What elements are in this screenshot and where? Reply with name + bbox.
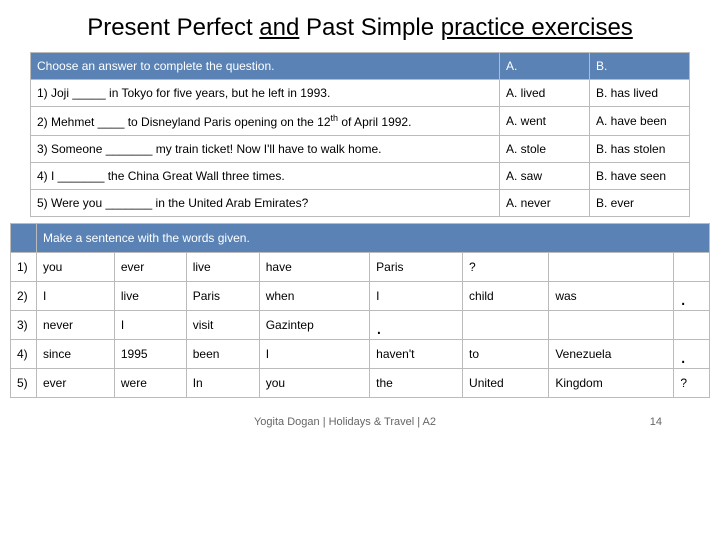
t2-c: 3) (11, 311, 37, 340)
t1-q: 4) I _______ the China Great Wall three … (31, 163, 500, 190)
t2-c (549, 311, 674, 340)
t2-c: was (549, 282, 674, 311)
table-row: 3) Someone _______ my train ticket! Now … (31, 136, 690, 163)
t1-a: A. stole (500, 136, 590, 163)
t2-c: In (186, 369, 259, 398)
t2-c: . (674, 282, 710, 311)
t2-c: live (114, 282, 186, 311)
t2-c: never (37, 311, 115, 340)
t2-c: visit (186, 311, 259, 340)
t2-c: 1995 (114, 340, 186, 369)
t1-b: B. have seen (590, 163, 690, 190)
t2-c: . (674, 340, 710, 369)
exercise-table-2: Make a sentence with the words given. 1)… (10, 223, 710, 398)
t1-b: B. has stolen (590, 136, 690, 163)
t2-c: ? (674, 369, 710, 398)
t2-c: 2) (11, 282, 37, 311)
t1-q: 1) Joji _____ in Tokyo for five years, b… (31, 80, 500, 107)
table-row: 1) you ever live have Paris ? (11, 253, 710, 282)
t2-hdr-blank (11, 224, 37, 253)
t2-c: you (37, 253, 115, 282)
page-title: Present Perfect and Past Simple practice… (0, 0, 720, 52)
t2-c: 1) (11, 253, 37, 282)
t1-a: A. went (500, 107, 590, 136)
t1-b: B. has lived (590, 80, 690, 107)
footer: Yogita Dogan | Holidays & Travel | A214 (0, 398, 720, 428)
exercise-table-1: Choose an answer to complete the questio… (30, 52, 690, 217)
t2-c: been (186, 340, 259, 369)
title-p4: practice exercises (441, 14, 633, 41)
t1-q: 2) Mehmet ____ to Disneyland Paris openi… (31, 107, 500, 136)
table-row: 5) Were you _______ in the United Arab E… (31, 190, 690, 217)
t2-c: haven't (370, 340, 463, 369)
table-row: 4) I _______ the China Great Wall three … (31, 163, 690, 190)
t2-c: child (463, 282, 549, 311)
t2-c: the (370, 369, 463, 398)
t2-c: when (259, 282, 369, 311)
title-p3: Past Simple (299, 14, 440, 41)
t2-c: Paris (186, 282, 259, 311)
table-row: 1) Joji _____ in Tokyo for five years, b… (31, 80, 690, 107)
t2-c: you (259, 369, 369, 398)
t1-b: B. ever (590, 190, 690, 217)
t2-c: ? (463, 253, 549, 282)
t2-c: 4) (11, 340, 37, 369)
t2-c (674, 311, 710, 340)
t2-c: United (463, 369, 549, 398)
t2-c: . (370, 311, 463, 340)
t2-c (463, 311, 549, 340)
t2-c: were (114, 369, 186, 398)
t1-b: A. have been (590, 107, 690, 136)
t2-c: Paris (370, 253, 463, 282)
t1-a: A. lived (500, 80, 590, 107)
t2-c: I (114, 311, 186, 340)
page-number: 14 (620, 416, 680, 428)
t1-q: 5) Were you _______ in the United Arab E… (31, 190, 500, 217)
table-row: 2) I live Paris when I child was . (11, 282, 710, 311)
t2-c: Venezuela (549, 340, 674, 369)
t2-c: to (463, 340, 549, 369)
t2-c: I (370, 282, 463, 311)
t1-header-b: B. (590, 53, 690, 80)
t1-header-prompt: Choose an answer to complete the questio… (31, 53, 500, 80)
table-row: 2) Mehmet ____ to Disneyland Paris openi… (31, 107, 690, 136)
t2-c: I (259, 340, 369, 369)
t2-c: I (37, 282, 115, 311)
t2-c: live (186, 253, 259, 282)
table-row: 4) since 1995 been I haven't to Venezuel… (11, 340, 710, 369)
footer-credit: Yogita Dogan | Holidays & Travel | A2 (0, 416, 620, 428)
title-p1: Present Perfect (87, 14, 259, 41)
t2-c: have (259, 253, 369, 282)
table-row: 5) ever were In you the United Kingdom ? (11, 369, 710, 398)
t2-c: Kingdom (549, 369, 674, 398)
t2-c: since (37, 340, 115, 369)
title-p2: and (259, 14, 299, 41)
t2-c: 5) (11, 369, 37, 398)
t2-c: ever (37, 369, 115, 398)
table-row: 3) never I visit Gazintep . (11, 311, 710, 340)
t1-a: A. saw (500, 163, 590, 190)
t1-q: 3) Someone _______ my train ticket! Now … (31, 136, 500, 163)
t2-header: Make a sentence with the words given. (37, 224, 710, 253)
t2-c (674, 253, 710, 282)
t2-c (549, 253, 674, 282)
t2-c: ever (114, 253, 186, 282)
t2-c: Gazintep (259, 311, 369, 340)
t1-a: A. never (500, 190, 590, 217)
t1-header-a: A. (500, 53, 590, 80)
